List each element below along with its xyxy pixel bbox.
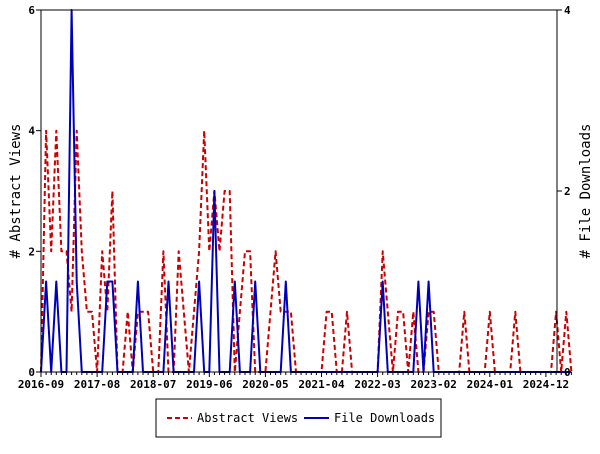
x-tick-label: 2022-03	[354, 378, 400, 391]
y-right-tick-label: 4	[564, 4, 571, 17]
legend-label-file-downloads: File Downloads	[334, 411, 435, 425]
legend-label-abstract-views: Abstract Views	[197, 411, 298, 425]
y-axis-right-title: # File Downloads	[578, 124, 594, 259]
x-tick-label: 2021-04	[298, 378, 345, 391]
x-tick-label: 2019-06	[186, 378, 233, 391]
x-tick-label: 2016-09	[18, 378, 64, 391]
y-axis-left-title: # Abstract Views	[8, 124, 24, 259]
y-right-tick-label: 2	[564, 185, 571, 198]
x-tick-label: 2024-12	[523, 378, 569, 391]
y-left-tick-label: 4	[28, 125, 35, 138]
y-left-tick-label: 2	[28, 245, 35, 258]
legend: Abstract Views File Downloads	[155, 398, 442, 438]
x-tick-label: 2020-05	[242, 378, 288, 391]
x-tick-label: 2024-01	[467, 378, 514, 391]
y-left-tick-label: 6	[28, 4, 35, 17]
x-tick-label: 2017-08	[74, 378, 120, 391]
legend-box	[155, 398, 442, 438]
plot-area	[41, 10, 557, 372]
y-left-tick-label: 0	[28, 366, 35, 379]
y-right-tick-label: 0	[564, 366, 571, 379]
x-tick-label: 2023-02	[411, 378, 457, 391]
x-tick-label: 2018-07	[130, 378, 176, 391]
